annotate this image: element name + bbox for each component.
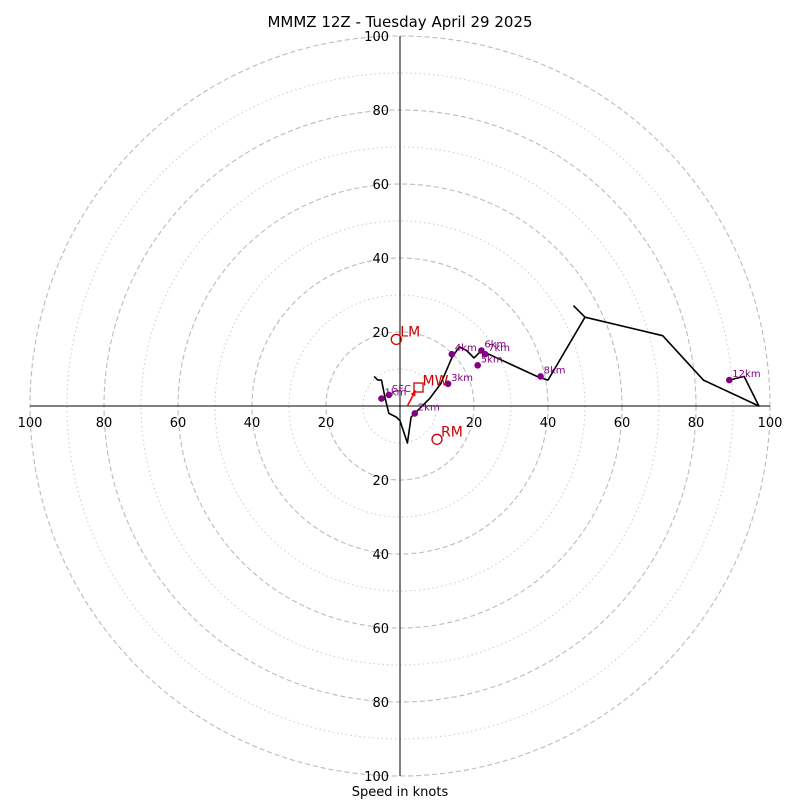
y-tick-label: 100 <box>364 30 389 45</box>
y-tick-label: 20 <box>372 326 389 341</box>
height-marker-4km <box>448 350 456 358</box>
y-tick-label: 40 <box>372 252 389 267</box>
height-label-sfc: SFC <box>392 384 411 395</box>
x-tick-label: 60 <box>170 416 187 431</box>
mean-wind-marker <box>413 382 424 393</box>
height-marker-sfc <box>385 391 393 399</box>
x-tick-label: 20 <box>318 416 335 431</box>
chart-title: MMMZ 12Z - Tuesday April 29 2025 <box>267 13 532 31</box>
height-label-6km: 6km <box>484 340 506 351</box>
y-tick-label: 100 <box>364 770 389 785</box>
tick-labels: 100 80 60 40 20 20 40 60 80 100 100 80 60 40 20 20 40 60 8… <box>18 30 783 785</box>
x-tick-label: 40 <box>540 416 557 431</box>
left-mover-marker <box>390 333 402 346</box>
y-tick-label: 80 <box>372 696 389 711</box>
x-tick-label: 60 <box>614 416 631 431</box>
height-label-12km: 12km <box>732 369 760 380</box>
x-tick-label: 100 <box>18 416 43 431</box>
height-label-4km: 4km <box>455 343 477 354</box>
y-tick-label: 40 <box>372 548 389 563</box>
x-tick-label: 100 <box>758 416 783 431</box>
height-label-1km: 1km <box>385 388 407 399</box>
right-mover-label: RM <box>441 424 463 440</box>
height-label-5km: 5km <box>481 354 503 365</box>
x-tick-label: 80 <box>688 416 705 431</box>
height-marker-1km <box>378 395 385 402</box>
height-marker-7km <box>481 350 489 358</box>
x-tick-label: 80 <box>96 416 113 431</box>
height-label-3km: 3km <box>451 373 473 384</box>
height-marker-12km <box>726 376 733 384</box>
x-axis-label: Speed in knots <box>352 785 449 800</box>
axes <box>30 36 770 776</box>
height-label-2km: 2km <box>418 402 440 413</box>
x-tick-label: 40 <box>244 416 261 431</box>
storm-motion: RM LM MW <box>390 324 463 445</box>
wind-profile <box>373 305 760 444</box>
x-tick-label: 20 <box>466 416 483 431</box>
height-marker-2km <box>411 410 419 417</box>
right-mover-marker <box>431 433 443 445</box>
left-mover-label: LM <box>400 324 420 340</box>
y-tick-label: 60 <box>372 178 389 193</box>
mean-wind-label: MW <box>423 374 449 390</box>
y-tick-label: 60 <box>372 622 389 637</box>
height-label-8km: 8km <box>544 365 566 376</box>
height-label-7km: 7km <box>488 343 510 354</box>
height-marker-8km <box>537 373 544 380</box>
y-tick-label: 20 <box>372 474 389 489</box>
height-marker-3km <box>444 380 452 388</box>
height-marker-5km <box>474 362 482 369</box>
wind-profile-line <box>373 305 760 444</box>
y-tick-label: 80 <box>372 104 389 119</box>
